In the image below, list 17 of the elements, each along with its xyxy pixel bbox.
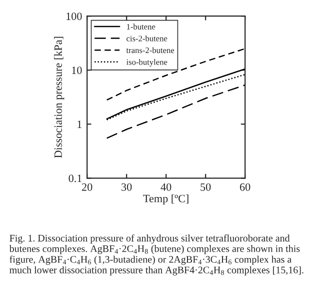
x-axis-title: Temp [ºC] [143,194,188,205]
legend-label: trans-2-butene [126,47,174,54]
x-tick-label: 20 [82,183,92,191]
legend-label: 1-butene [126,24,156,30]
legend-label: iso-butylene [126,58,168,67]
y-axis-title: Dissociation pressure [kPa] [54,36,64,158]
y-tick-label: 0.1 [68,174,82,182]
y-tick-label: 10 [72,66,82,74]
x-tick-label: 30 [122,183,132,191]
text: Fig. 1. Dissociation pressure of anhydrous silver tetrafluoroborate and butenes complexes. AgBF$_{4}$·2C$_{4}$H$_{8}$ (butene) complexes are shown in this figure, AgBF$_{4}$·C$_{4}$H$_{6}$ (1,3-butadiene) or 2AgBF$_{4}$·3C$_{4}$H$_{6}$ complex has a much lower dissociation pressure than AgBF4·2C$_{4}$H$_{8}$ complexes [15,16]. [9,234,304,276]
legend-label: cis-2-butene [126,35,168,42]
y-tick-label: 1 [78,120,82,128]
line-series [106,84,246,139]
x-tick-label: 60 [240,183,250,191]
x-tick-label: 40 [160,183,172,191]
y-tick-label: 100 [66,12,82,20]
x-tick-label: 50 [200,183,211,191]
